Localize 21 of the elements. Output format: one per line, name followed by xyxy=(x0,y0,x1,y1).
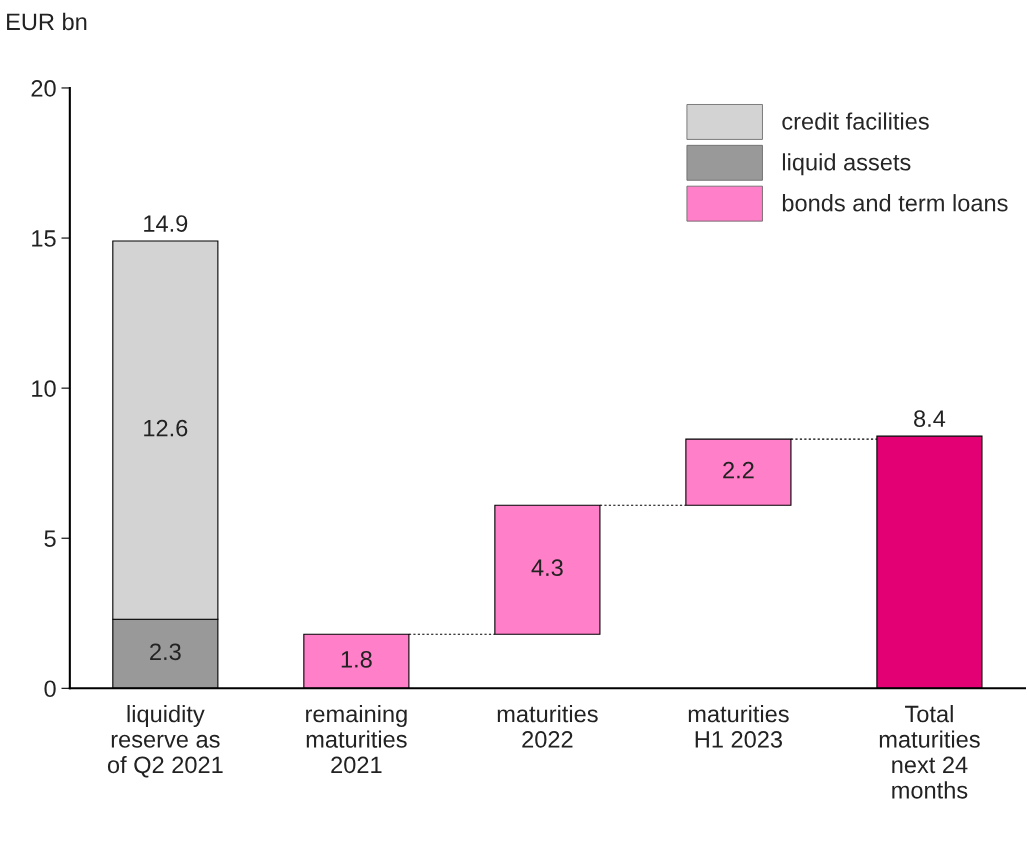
legend-label: liquid assets xyxy=(782,153,911,176)
y-tick-label: 20 xyxy=(31,80,56,97)
y-tick-label: 15 xyxy=(32,230,56,247)
data-label: 1.8 xyxy=(341,650,372,668)
y-tick-label: 10 xyxy=(32,380,56,397)
y-tick-label: 5 xyxy=(44,530,56,548)
total-label: 14.9 xyxy=(144,215,188,232)
y-axis-title: EUR bn xyxy=(7,12,87,31)
total-label: 8.4 xyxy=(914,410,946,427)
x-tick-label: maturities H1 2023 xyxy=(688,704,789,748)
x-tick-label: liquidity reserve as of Q2 2021 xyxy=(107,704,223,778)
y-tick-label: 0 xyxy=(44,680,56,698)
x-tick-label: remaining maturities 2021 xyxy=(306,704,407,774)
legend-label: bonds and term loans xyxy=(782,194,1008,212)
data-label: 2.2 xyxy=(723,461,754,479)
x-tick-label: maturities 2022 xyxy=(497,704,598,748)
x-tick-label: Total maturities next 24 months xyxy=(879,704,980,799)
data-label: 4.3 xyxy=(531,559,563,577)
legend-label: credit facilities xyxy=(782,112,929,130)
data-label: 12.6 xyxy=(144,419,188,437)
data-label: 2.3 xyxy=(150,643,181,661)
